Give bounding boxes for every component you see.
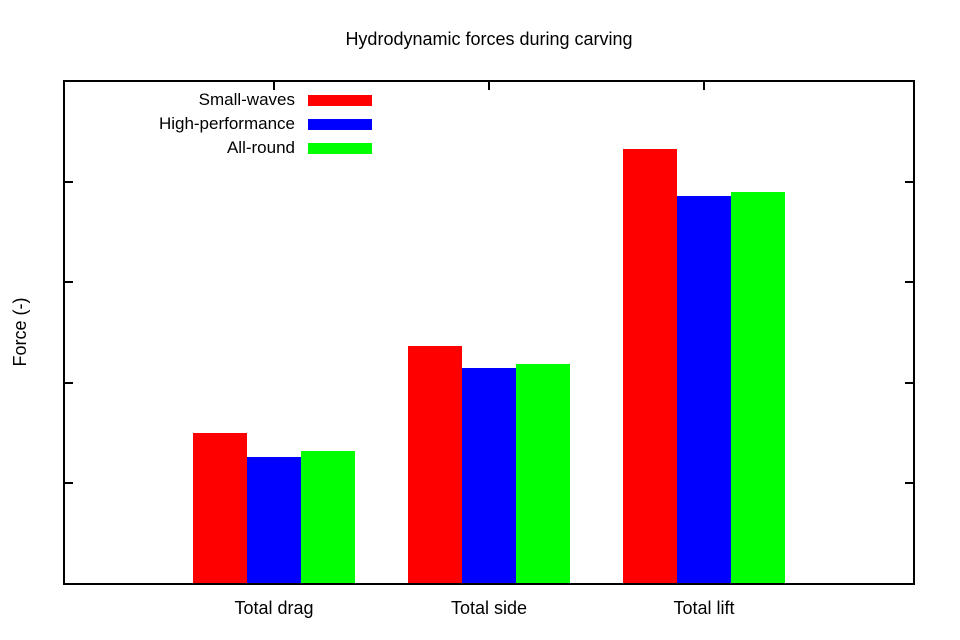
bar-high-performance-total-drag xyxy=(247,457,301,583)
bar-small-waves-total-side xyxy=(408,346,462,583)
y-axis-tick xyxy=(905,482,913,484)
x-axis-tick xyxy=(488,82,490,90)
y-axis-tick xyxy=(905,281,913,283)
legend-label: Small-waves xyxy=(198,90,295,109)
legend-row-small-waves: Small-waves xyxy=(70,88,372,112)
bar-small-waves-total-lift xyxy=(623,149,677,583)
y-axis-tick xyxy=(65,482,73,484)
bar-all-round-total-drag xyxy=(301,451,355,583)
chart-title: Hydrodynamic forces during carving xyxy=(345,29,633,49)
legend-label: All-round xyxy=(226,138,295,157)
legend-swatch xyxy=(308,118,372,130)
x-axis-tick xyxy=(703,82,705,90)
y-axis-tick xyxy=(65,382,73,384)
bar-high-performance-total-lift xyxy=(677,196,731,583)
legend-row-high-performance: High-performance xyxy=(70,112,372,136)
x-tick-label-total-lift: Total lift xyxy=(673,598,735,618)
bar-small-waves-total-drag xyxy=(193,433,247,583)
legend-row-all-round: All-round xyxy=(70,136,372,160)
x-tick-label-total-drag: Total drag xyxy=(234,598,314,618)
plot-area xyxy=(63,80,915,585)
bar-high-performance-total-side xyxy=(462,368,516,583)
legend-label: High-performance xyxy=(158,114,295,133)
y-axis-tick xyxy=(905,382,913,384)
legend: Small-waves High-performance All-round xyxy=(70,88,372,160)
y-axis-tick xyxy=(65,181,73,183)
bar-all-round-total-lift xyxy=(731,192,785,583)
x-tick-label-total-side: Total side xyxy=(450,598,528,618)
y-axis-label: Force (-) xyxy=(10,297,30,367)
y-axis-tick xyxy=(905,181,913,183)
y-axis-tick xyxy=(65,281,73,283)
legend-swatch xyxy=(308,94,372,106)
x-axis-tick xyxy=(273,82,275,90)
legend-swatch xyxy=(308,142,372,154)
bar-all-round-total-side xyxy=(516,364,570,583)
